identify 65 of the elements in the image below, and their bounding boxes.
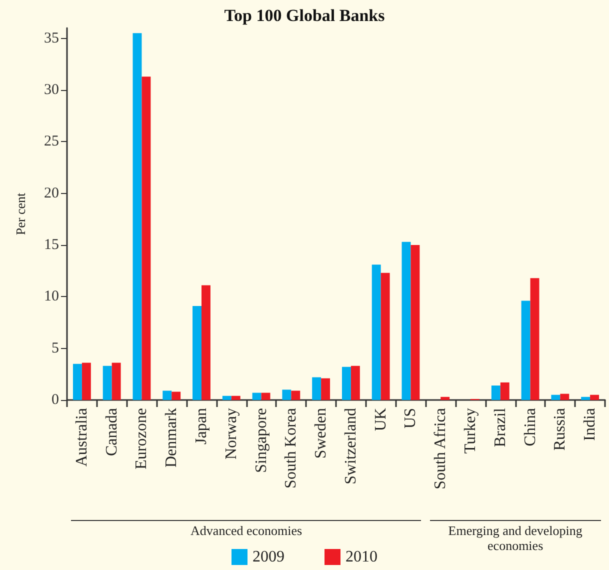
x-tick-label: UK	[372, 408, 390, 432]
text: Advanced economies	[190, 523, 304, 538]
x-tick-label: Australia	[73, 408, 90, 467]
bar	[521, 300, 530, 400]
y-tick-label: 10	[44, 288, 59, 305]
y-tick-label: 30	[44, 82, 59, 98]
x-tick-label: Eurozone	[133, 408, 150, 470]
y-tick-label: 5	[52, 340, 59, 356]
bar	[162, 390, 172, 400]
bar	[231, 396, 240, 400]
bar	[202, 285, 210, 400]
bar	[172, 392, 181, 400]
bar	[312, 377, 322, 400]
chart-title: Top 100 Global Banks	[224, 6, 386, 25]
x-tick-label: South Korea	[282, 408, 300, 488]
bar	[590, 394, 600, 400]
bar	[112, 362, 121, 400]
x-tick-label: Canada	[103, 408, 120, 456]
bar	[350, 366, 360, 400]
bar	[222, 396, 232, 400]
bar	[142, 76, 151, 400]
x-tick-label: China	[522, 408, 539, 446]
y-tick-label: 20	[44, 185, 59, 202]
bar	[291, 390, 300, 400]
y-tick-label: 25	[44, 134, 59, 150]
x-tick-label: Japan	[193, 408, 210, 444]
bar	[192, 306, 202, 400]
x-tick-label: Singapore	[252, 408, 270, 473]
bar	[282, 390, 292, 400]
x-tick-label: Brazil	[492, 407, 509, 448]
x-tick-label: South Africa	[432, 408, 450, 490]
text: Emerging and developing economies	[447, 523, 584, 553]
x-tick-label: Russia	[552, 408, 569, 451]
y-tick-label: 35	[44, 30, 59, 46]
bar	[380, 272, 390, 400]
bar	[410, 245, 420, 400]
bar	[321, 378, 330, 400]
y-tick-label: 15	[44, 237, 59, 253]
x-tick-label: Turkey	[462, 408, 479, 454]
bar	[402, 242, 411, 400]
bar	[581, 396, 590, 400]
bar	[500, 382, 510, 400]
bar	[252, 392, 262, 400]
bar	[82, 362, 91, 400]
bar	[72, 364, 82, 400]
x-tick-label: Switzerland	[342, 408, 360, 484]
bar	[440, 396, 450, 400]
x-tick-label: Sweden	[312, 408, 330, 459]
x-tick-label: Norway	[222, 408, 240, 460]
bar	[132, 33, 142, 400]
bar	[530, 278, 540, 400]
y-axis-title: Per cent	[13, 192, 28, 236]
legend-label: 2009	[252, 548, 284, 566]
bar	[261, 392, 270, 400]
bar	[102, 366, 112, 400]
x-tick-label: India	[582, 408, 599, 441]
y-tick-label: 0	[52, 392, 59, 408]
legend-label: 2010	[346, 548, 378, 566]
bar	[551, 394, 560, 400]
x-tick-label: US	[402, 408, 420, 428]
x-tick-label: Denmark	[163, 408, 180, 468]
bar	[372, 264, 381, 400]
bar	[342, 366, 351, 400]
bar	[491, 386, 500, 400]
bar	[560, 394, 570, 400]
